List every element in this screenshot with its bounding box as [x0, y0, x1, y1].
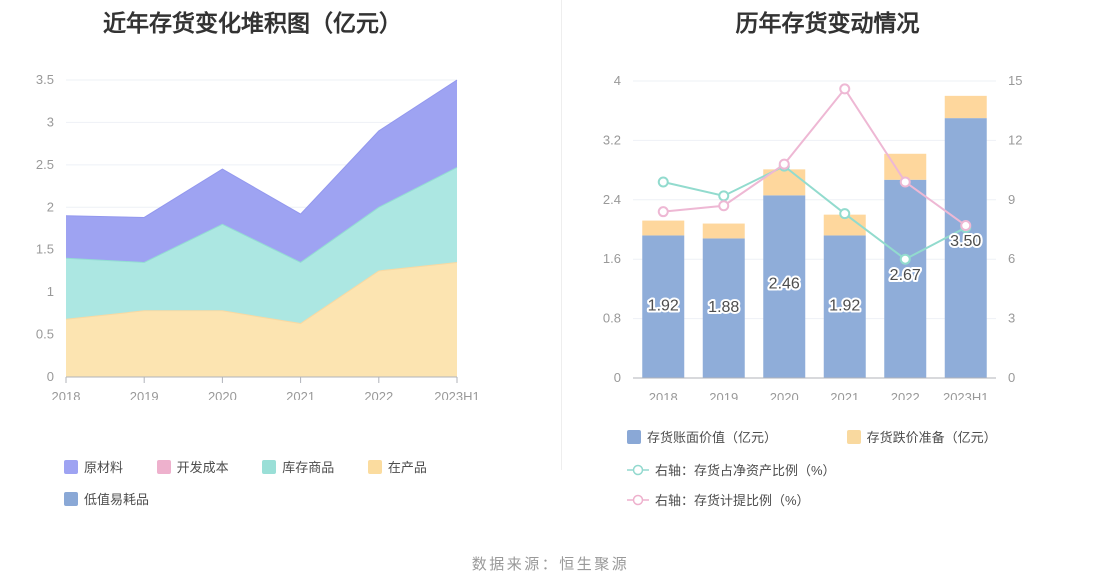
- svg-text:3.2: 3.2: [603, 132, 621, 147]
- svg-text:2: 2: [47, 199, 54, 214]
- svg-text:2020: 2020: [770, 390, 799, 400]
- svg-text:2.67: 2.67: [890, 267, 921, 284]
- svg-text:1.92: 1.92: [648, 298, 679, 315]
- svg-text:2022: 2022: [891, 390, 920, 400]
- svg-text:2.4: 2.4: [603, 192, 621, 207]
- svg-text:1.6: 1.6: [603, 251, 621, 266]
- svg-text:2023H1: 2023H1: [943, 390, 989, 400]
- svg-text:2021: 2021: [286, 389, 315, 400]
- svg-text:3: 3: [1008, 311, 1015, 326]
- svg-text:3: 3: [47, 114, 54, 129]
- svg-text:2019: 2019: [130, 389, 159, 400]
- svg-text:2.5: 2.5: [36, 157, 54, 172]
- svg-text:0: 0: [1008, 370, 1015, 385]
- svg-text:0: 0: [47, 369, 54, 384]
- svg-text:6: 6: [1008, 251, 1015, 266]
- svg-text:1: 1: [47, 284, 54, 299]
- svg-text:12: 12: [1008, 132, 1022, 147]
- svg-text:2022: 2022: [364, 389, 393, 400]
- svg-text:1.88: 1.88: [708, 299, 739, 316]
- svg-text:2021: 2021: [830, 390, 859, 400]
- svg-text:1.92: 1.92: [829, 298, 860, 315]
- svg-text:3.5: 3.5: [36, 72, 54, 87]
- svg-text:3.50: 3.50: [950, 233, 981, 250]
- svg-text:2019: 2019: [709, 390, 738, 400]
- svg-text:2.46: 2.46: [769, 276, 800, 293]
- svg-text:1.5: 1.5: [36, 242, 54, 257]
- svg-text:0.8: 0.8: [603, 311, 621, 326]
- svg-text:4: 4: [614, 73, 621, 88]
- svg-text:15: 15: [1008, 73, 1022, 88]
- svg-text:2018: 2018: [52, 389, 81, 400]
- svg-text:2023H1: 2023H1: [434, 389, 480, 400]
- svg-text:0: 0: [614, 370, 621, 385]
- svg-text:2020: 2020: [208, 389, 237, 400]
- svg-text:9: 9: [1008, 192, 1015, 207]
- svg-text:0.5: 0.5: [36, 327, 54, 342]
- svg-text:2018: 2018: [649, 390, 678, 400]
